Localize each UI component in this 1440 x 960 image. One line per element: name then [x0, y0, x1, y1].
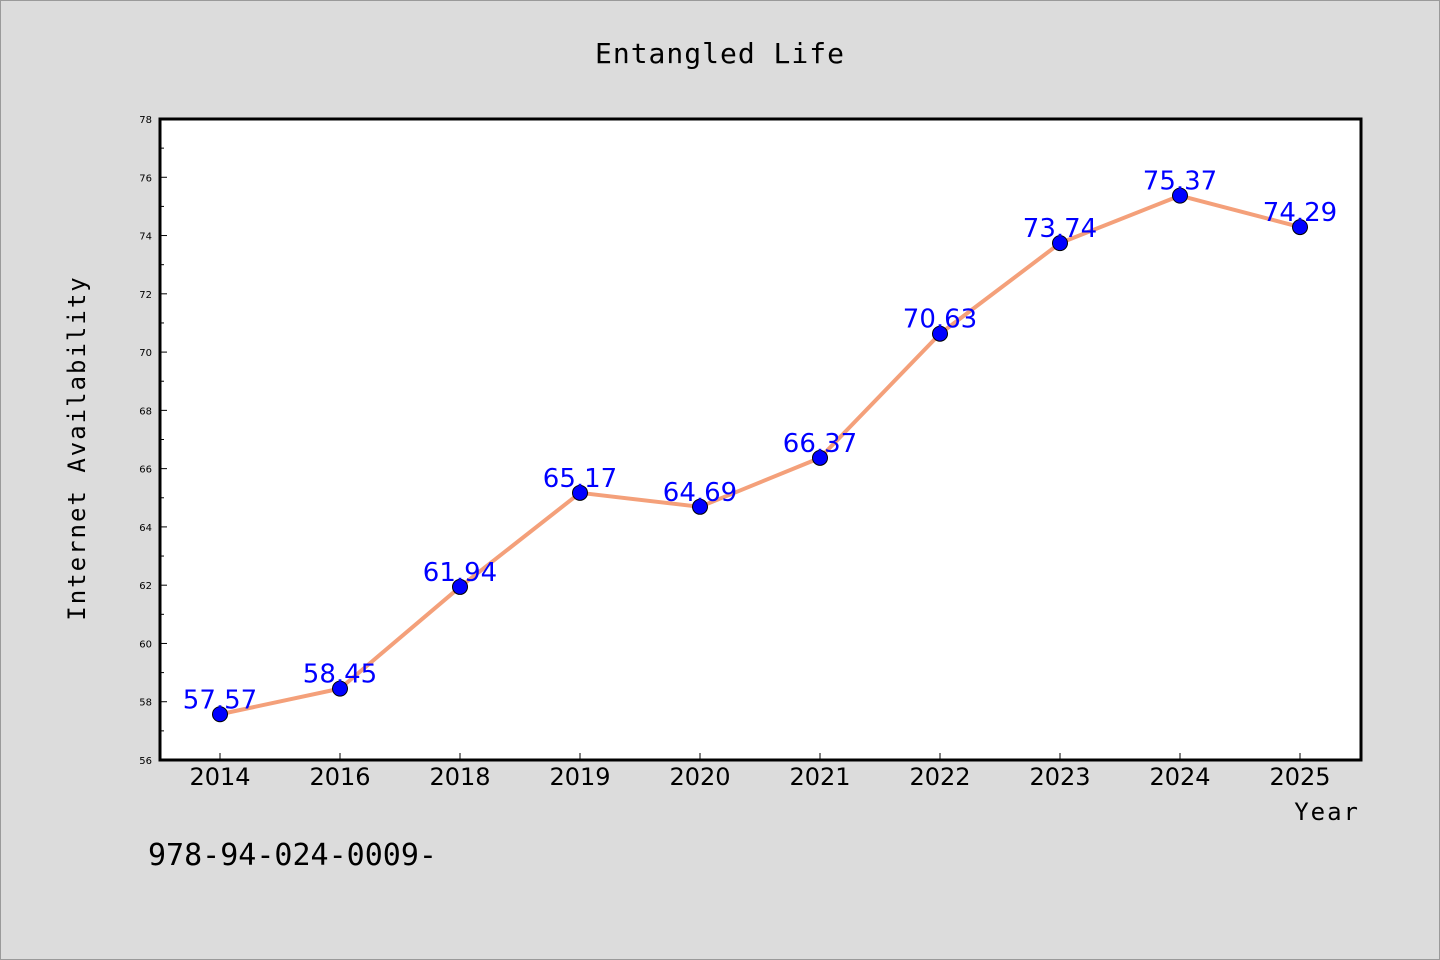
- data-label: 70.63: [903, 305, 977, 335]
- y-axis: 56 58 60 62 64 66 68 70 72 74 76 78: [139, 115, 167, 767]
- data-point-marker: [1052, 235, 1068, 252]
- data-label: 57.57: [183, 685, 257, 715]
- y-tick-label: 56: [139, 756, 152, 767]
- plot-area: [158, 117, 1363, 762]
- data-point-marker: [572, 484, 588, 501]
- data-point-marker: [932, 325, 948, 342]
- x-tick-label: 2019: [549, 763, 610, 791]
- data-label: 66.37: [783, 429, 857, 459]
- x-tick-label: 2016: [309, 763, 370, 791]
- data-point-marker: [1172, 187, 1188, 204]
- x-tick-label: 2020: [669, 763, 730, 791]
- x-tick-label: 2021: [789, 763, 850, 791]
- footer-isbn-text: 978-94-024-0009-: [148, 838, 437, 873]
- x-tick-label: 2024: [1149, 763, 1210, 791]
- x-tick-label: 2025: [1269, 763, 1330, 791]
- data-label: 65.17: [543, 464, 617, 494]
- y-tick-label: 64: [139, 523, 152, 534]
- data-label: 73.74: [1023, 214, 1097, 244]
- data-point-marker: [452, 578, 468, 595]
- x-axis-label: Year: [1294, 798, 1360, 826]
- data-point-marker: [332, 680, 348, 697]
- y-tick-label: 76: [139, 173, 152, 184]
- x-tick-label: 2023: [1029, 763, 1090, 791]
- data-label: 74.29: [1263, 198, 1337, 228]
- x-axis: 2014 2016 2018 2019 2020 2021 2022 2023 2024 2025: [189, 753, 1331, 791]
- y-tick-label: 68: [139, 406, 152, 417]
- y-tick-label: 72: [139, 290, 152, 301]
- data-point-marker: [692, 498, 708, 515]
- y-tick-label: 70: [139, 348, 152, 359]
- x-tick-label: 2014: [189, 763, 250, 791]
- series-line: [219, 193, 1301, 717]
- data-point-marker: [1292, 219, 1308, 236]
- x-tick-label: 2022: [909, 763, 970, 791]
- data-point-marker: [212, 706, 228, 723]
- data-label: 75.37: [1143, 167, 1217, 197]
- y-tick-label: 58: [139, 698, 152, 709]
- y-tick-label: 74: [139, 232, 152, 243]
- y-tick-label: 62: [139, 581, 152, 592]
- y-tick-label: 78: [139, 115, 152, 126]
- data-point-marker: [812, 449, 828, 466]
- data-label: 64.69: [663, 478, 737, 508]
- y-tick-label: 66: [139, 465, 152, 476]
- y-axis-label: Internet Availability: [63, 275, 91, 620]
- data-label: 61.94: [423, 558, 497, 588]
- chart-title: Entangled Life: [595, 37, 845, 70]
- y-tick-label: 60: [139, 639, 152, 650]
- data-label: 58.45: [303, 660, 377, 690]
- x-tick-label: 2018: [429, 763, 490, 791]
- data-series: 57.57 58.45 61.94 65.17 64.69 66.37 70.63 73.74…: [183, 167, 1337, 723]
